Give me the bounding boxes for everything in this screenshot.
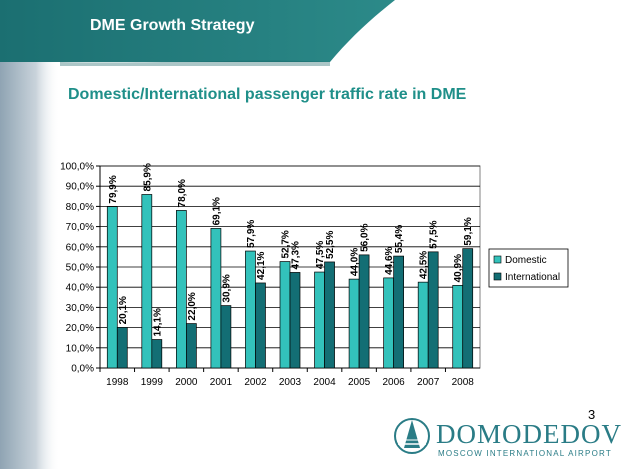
bar [383, 277, 394, 369]
bar [116, 327, 128, 369]
legend-swatch [493, 255, 502, 264]
header-title: DME Growth Strategy [90, 17, 255, 34]
y-tick-label: 70,0% [66, 222, 94, 233]
y-tick-label: 10,0% [66, 343, 94, 354]
x-tick-label: 2006 [383, 377, 406, 388]
data-label: 69,1% [211, 197, 222, 225]
bar [452, 285, 464, 369]
data-label: 56,0% [360, 223, 371, 251]
x-tick-label: 1998 [106, 377, 129, 388]
data-label: 42,5% [419, 251, 430, 279]
x-tick-label: 2002 [244, 377, 267, 388]
x-tick-label: 2004 [313, 377, 336, 388]
y-tick-label: 0,0% [71, 364, 94, 375]
x-tick-label: 2001 [210, 377, 233, 388]
bar [393, 255, 404, 369]
data-label: 79,9% [108, 175, 119, 203]
y-tick-label: 80,0% [66, 202, 94, 213]
bar [324, 261, 335, 369]
legend-label: Domestic [505, 255, 547, 266]
bar [220, 305, 232, 369]
airport-emblem-icon [394, 418, 430, 454]
data-label: 30,9% [221, 274, 232, 302]
y-tick-label: 50,0% [66, 263, 94, 274]
bar [186, 323, 197, 369]
data-label: 57,5% [429, 220, 440, 248]
page-number: 3 [588, 407, 596, 422]
legend-label: International [505, 272, 560, 283]
y-tick-label: 60,0% [66, 242, 94, 253]
bar [279, 261, 291, 369]
data-label: 52,7% [281, 230, 292, 258]
data-label: 44,0% [350, 248, 361, 276]
x-tick-label: 2000 [175, 377, 198, 388]
bar [141, 194, 153, 369]
data-label: 22,0% [187, 292, 198, 320]
y-tick-label: 100,0% [60, 162, 94, 173]
legend-swatch [493, 272, 502, 281]
bar [462, 248, 474, 369]
y-tick-label: 30,0% [66, 303, 94, 314]
data-label: 78,0% [177, 179, 188, 207]
y-tick-label: 40,0% [66, 283, 94, 294]
bar [358, 254, 370, 369]
data-label: 47,5% [315, 241, 326, 269]
x-tick-label: 2005 [348, 377, 371, 388]
bar [289, 272, 301, 369]
domodedovo-logo: DOMODEDOVO MOSCOW INTERNATIONAL AIRPORT [390, 412, 621, 464]
bar [314, 271, 325, 369]
bar [417, 281, 429, 369]
legend-box [488, 248, 569, 288]
x-tick-label: 1999 [141, 377, 164, 388]
data-label: 85,9% [142, 163, 153, 191]
data-label: 40,9% [453, 254, 464, 282]
bar [255, 282, 266, 369]
y-tick-label: 20,0% [66, 323, 94, 334]
bar [176, 210, 187, 369]
bar [348, 278, 360, 369]
bar [106, 206, 118, 369]
data-label: 42,1% [256, 251, 267, 279]
data-label: 52,5% [325, 230, 336, 258]
bar [210, 228, 222, 369]
data-label: 14,1% [152, 308, 163, 336]
data-label: 59,1% [463, 217, 474, 245]
bar [427, 251, 439, 369]
y-tick-label: 90,0% [66, 182, 94, 193]
x-tick-label: 2008 [452, 377, 475, 388]
data-label: 44,6% [384, 246, 395, 274]
data-label: 20,1% [118, 296, 129, 324]
bar [245, 250, 256, 369]
data-label: 47,3% [291, 241, 302, 269]
x-tick-label: 2007 [417, 377, 440, 388]
bar [151, 339, 163, 369]
data-label: 55,4% [394, 225, 405, 253]
chart-title: Domestic/International passenger traffic… [68, 86, 467, 103]
logo-name: DOMODEDOVO [436, 419, 621, 449]
data-label: 57,9% [246, 220, 257, 248]
x-tick-label: 2003 [279, 377, 302, 388]
logo-tagline: MOSCOW INTERNATIONAL AIRPORT [438, 449, 612, 458]
